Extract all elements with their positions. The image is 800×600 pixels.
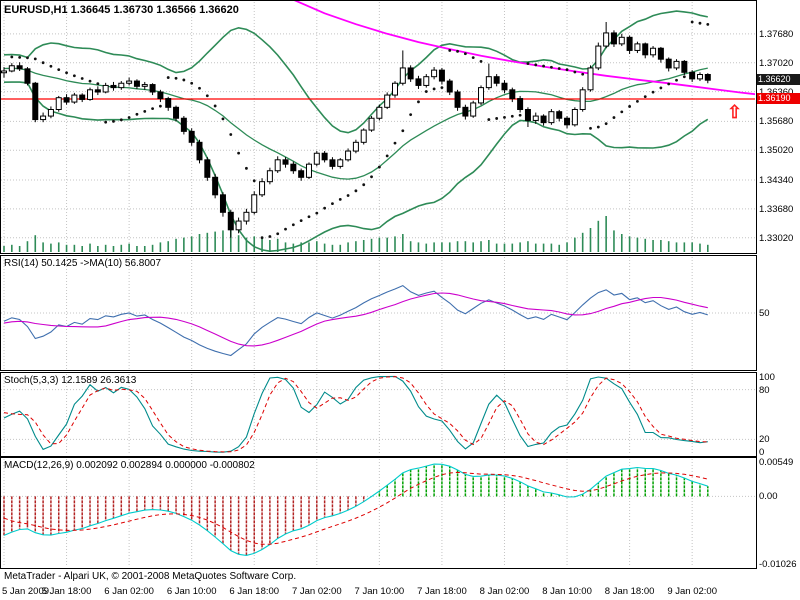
rsi-pane-label: RSI(14) 50.1425 ->MA(10) 56.8007	[4, 258, 162, 269]
chart-title: EURUSD,H1 1.36645 1.36730 1.36566 1.3662…	[4, 4, 239, 16]
rsi-lines	[3, 284, 708, 357]
macd-plot	[3, 463, 709, 556]
stoch-pane-label: Stoch(5,3,3) 12.1589 26.3613	[4, 375, 137, 386]
current-price-tag: 1.36620	[757, 74, 800, 86]
order-line-price-tag: 1.36190	[757, 93, 800, 104]
candles	[1, 22, 711, 238]
stochastic-lines	[3, 375, 708, 453]
volume-bars	[3, 216, 709, 252]
buy-arrow-icon[interactable]: ⇧	[727, 102, 743, 122]
macd-pane-label: MACD(12,26,9) 0.002092 0.002894 0.000000…	[4, 460, 255, 471]
status-bar-text: MetaTrader - Alpari UK, © 2001-2008 Meta…	[4, 571, 297, 582]
psar-dots	[10, 20, 710, 240]
